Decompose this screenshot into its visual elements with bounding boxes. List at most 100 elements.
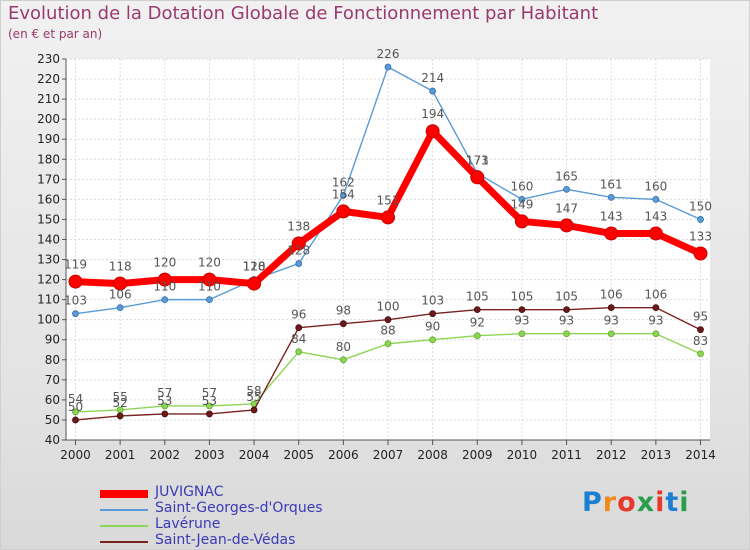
data-label-lav-rune: 80 — [336, 340, 351, 354]
data-point-juvignac — [202, 272, 217, 287]
data-label-juvignac: 118 — [109, 260, 132, 274]
x-tick-label: 2000 — [60, 448, 91, 462]
y-tick-label: 180 — [37, 152, 60, 166]
data-point-saint-georges-d-orques — [563, 185, 570, 193]
data-point-saint-jean-de-v-das — [72, 416, 79, 424]
data-point-juvignac — [68, 274, 83, 289]
x-tick-label: 2009 — [462, 448, 493, 462]
data-point-lav-rune — [339, 356, 347, 364]
data-point-juvignac — [113, 276, 128, 291]
data-label-saint-georges-d-orques: 106 — [109, 288, 132, 302]
y-tick-label: 170 — [37, 172, 60, 186]
data-label-lav-rune: 93 — [604, 314, 619, 328]
data-label-saint-jean-de-v-das: 96 — [291, 308, 306, 322]
data-point-saint-georges-d-orques — [206, 296, 213, 304]
data-label-lav-rune: 93 — [514, 314, 529, 328]
data-label-saint-jean-de-v-das: 100 — [377, 300, 400, 314]
data-point-saint-georges-d-orques — [429, 87, 437, 95]
data-label-lav-rune: 58 — [246, 384, 261, 398]
data-point-saint-jean-de-v-das — [295, 324, 303, 332]
x-tick-label: 2005 — [283, 448, 314, 462]
data-label-saint-georges-d-orques: 214 — [421, 71, 444, 85]
data-point-lav-rune — [295, 348, 303, 356]
data-label-juvignac: 143 — [644, 209, 667, 223]
data-point-saint-jean-de-v-das — [473, 306, 481, 314]
data-label-juvignac: 143 — [600, 209, 623, 223]
data-label-saint-jean-de-v-das: 53 — [202, 394, 217, 408]
data-label-lav-rune: 88 — [380, 324, 395, 338]
data-point-saint-georges-d-orques — [518, 195, 526, 203]
data-point-saint-georges-d-orques — [652, 195, 660, 203]
data-point-lav-rune — [473, 332, 481, 340]
x-tick-label: 2011 — [551, 448, 582, 462]
data-label-saint-georges-d-orques: 160 — [644, 179, 667, 193]
chart-title: Evolution de la Dotation Globale de Fonc… — [8, 3, 599, 24]
data-point-juvignac — [604, 226, 619, 241]
legend-swatch — [100, 509, 148, 511]
data-point-lav-rune — [206, 402, 213, 410]
data-point-saint-jean-de-v-das — [384, 316, 392, 324]
legend-swatch — [100, 490, 148, 498]
data-point-juvignac — [157, 272, 172, 287]
x-tick-label: 2001 — [105, 448, 136, 462]
data-point-saint-georges-d-orques — [384, 63, 392, 71]
data-label-lav-rune: 84 — [291, 332, 306, 346]
data-label-saint-jean-de-v-das: 106 — [644, 288, 667, 302]
data-label-juvignac: 133 — [689, 230, 712, 244]
data-label-lav-rune: 92 — [470, 316, 485, 330]
data-point-juvignac — [514, 214, 529, 229]
x-tick-label: 2004 — [239, 448, 270, 462]
data-label-saint-jean-de-v-das: 52 — [113, 396, 128, 410]
data-point-saint-georges-d-orques — [116, 304, 124, 312]
data-label-saint-georges-d-orques: 173 — [466, 153, 489, 167]
data-label-saint-jean-de-v-das: 106 — [600, 288, 623, 302]
logo-letter: P — [582, 487, 603, 518]
data-point-lav-rune — [384, 340, 392, 348]
data-point-saint-georges-d-orques — [72, 310, 79, 318]
data-label-saint-jean-de-v-das: 105 — [555, 290, 578, 304]
y-tick-label: 210 — [37, 92, 60, 106]
legend-swatch — [100, 525, 148, 527]
y-tick-label: 90 — [45, 333, 60, 347]
data-point-saint-jean-de-v-das — [518, 306, 526, 314]
data-label-saint-jean-de-v-das: 50 — [68, 400, 83, 414]
data-point-saint-georges-d-orques — [295, 260, 303, 267]
y-tick-label: 130 — [37, 253, 60, 267]
data-point-juvignac — [381, 210, 395, 225]
data-label-juvignac: 194 — [421, 107, 444, 121]
x-tick-label: 2002 — [150, 448, 181, 462]
data-label-saint-georges-d-orques: 160 — [510, 179, 533, 193]
y-tick-label: 60 — [45, 393, 60, 407]
y-tick-label: 70 — [45, 373, 60, 387]
data-point-saint-georges-d-orques — [339, 191, 347, 199]
data-point-lav-rune — [518, 330, 526, 338]
y-tick-label: 160 — [37, 192, 60, 206]
data-point-lav-rune — [563, 330, 570, 338]
data-point-saint-jean-de-v-das — [339, 320, 347, 328]
logo-letter: t — [665, 487, 680, 518]
data-label-saint-jean-de-v-das: 95 — [693, 310, 708, 324]
logo-letter: x — [636, 487, 656, 518]
x-tick-label: 2007 — [373, 448, 404, 462]
y-tick-label: 220 — [37, 72, 60, 86]
legend-label: Saint-Jean-de-Védas — [155, 532, 296, 548]
data-label-saint-georges-d-orques: 165 — [555, 169, 578, 183]
data-point-juvignac — [559, 218, 574, 233]
data-point-juvignac — [247, 276, 262, 291]
x-tick-label: 2010 — [507, 448, 538, 462]
data-point-juvignac — [693, 246, 708, 261]
data-point-saint-georges-d-orques — [161, 296, 169, 304]
data-label-lav-rune: 93 — [559, 314, 574, 328]
y-tick-label: 100 — [37, 313, 60, 327]
x-tick-label: 2014 — [685, 448, 716, 462]
data-label-saint-jean-de-v-das: 55 — [246, 390, 261, 404]
y-tick-label: 80 — [45, 353, 60, 367]
legend-swatch — [100, 541, 148, 543]
y-tick-label: 50 — [45, 413, 60, 427]
data-label-lav-rune: 83 — [693, 334, 708, 348]
data-label-saint-georges-d-orques: 162 — [332, 175, 355, 189]
data-label-saint-jean-de-v-das: 105 — [466, 290, 489, 304]
data-point-saint-jean-de-v-das — [116, 412, 124, 420]
data-label-juvignac: 118 — [243, 260, 266, 274]
data-label-juvignac: 119 — [64, 258, 87, 272]
